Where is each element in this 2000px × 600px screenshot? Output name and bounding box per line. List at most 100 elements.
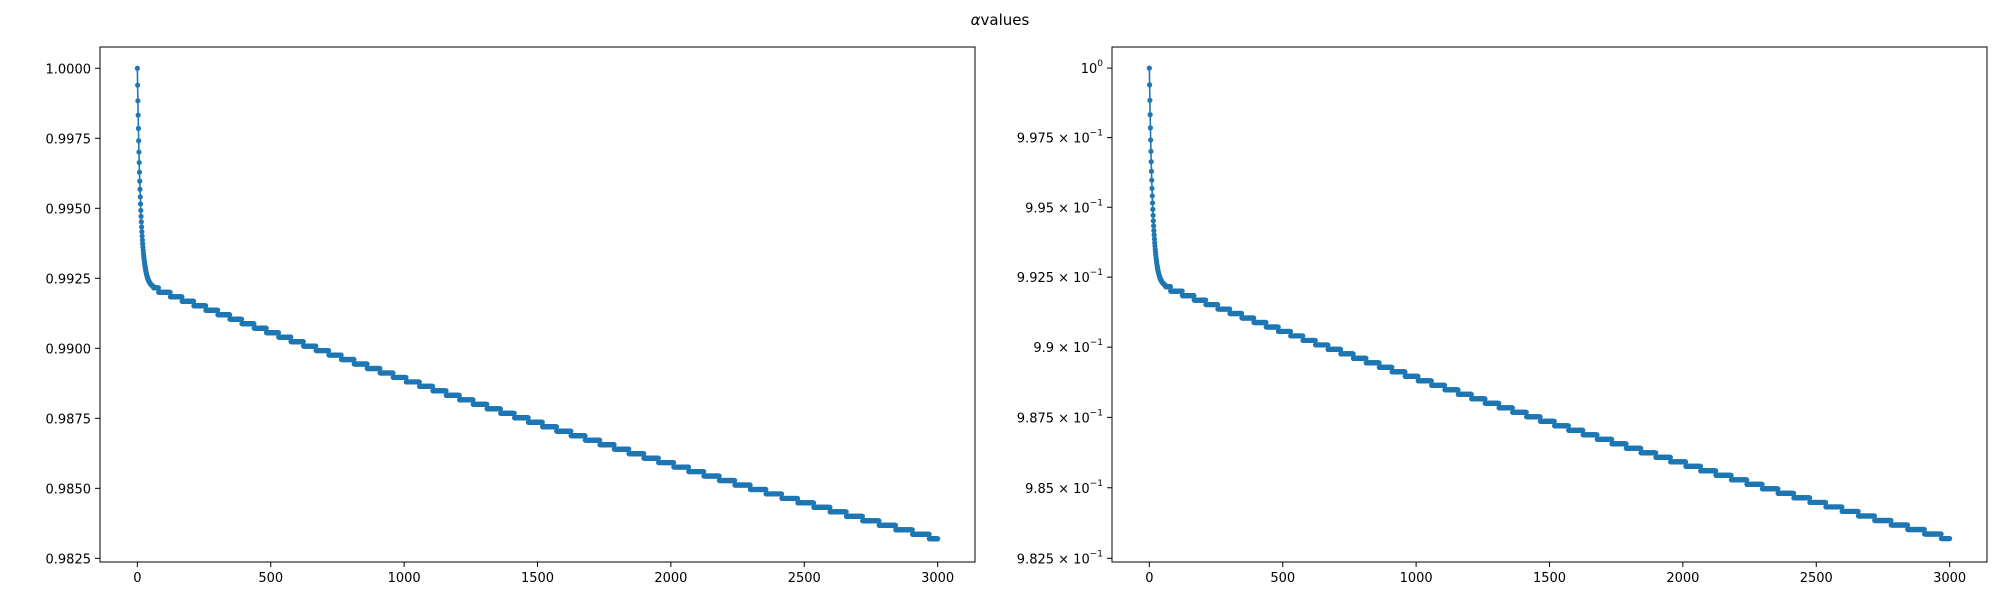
data-point	[263, 325, 269, 331]
x-tick-label: 3000	[921, 571, 954, 586]
x-tick-label: 2500	[788, 571, 821, 586]
data-point	[553, 424, 560, 430]
data-point	[582, 433, 588, 439]
data-point	[288, 334, 294, 340]
data-point	[377, 365, 383, 372]
y-tick-label: 0.9900	[46, 342, 92, 357]
data-point	[1638, 445, 1644, 451]
data-point	[390, 370, 396, 376]
data-point	[1442, 382, 1448, 388]
y-tick-label: 0.9925	[46, 272, 92, 287]
data-point	[179, 294, 185, 300]
data-point	[1147, 125, 1154, 131]
data-point	[1151, 228, 1157, 234]
y-tick-label: 1.0000	[46, 62, 92, 77]
data-point	[778, 491, 785, 497]
data-point	[1325, 342, 1331, 348]
data-point	[701, 468, 707, 475]
data-point	[1482, 396, 1488, 402]
data-point	[935, 536, 941, 542]
data-point	[1551, 418, 1557, 424]
data-point	[443, 388, 449, 394]
data-point	[137, 186, 143, 192]
data-point	[611, 442, 617, 448]
data-point	[1149, 185, 1155, 191]
data-point	[137, 178, 143, 184]
data-point	[139, 237, 146, 243]
data-point	[1609, 436, 1615, 442]
data-point	[203, 303, 209, 309]
data-point	[811, 500, 817, 506]
data-point	[135, 125, 142, 132]
data-point	[511, 410, 517, 416]
data-point	[456, 392, 462, 398]
data-point	[155, 285, 162, 291]
data-point	[1146, 65, 1152, 71]
data-point	[1149, 193, 1155, 199]
data-point	[568, 428, 574, 434]
data-point	[430, 383, 436, 390]
data-point	[1402, 369, 1408, 375]
data-point	[313, 343, 319, 349]
data-point	[191, 298, 197, 304]
data-point	[876, 518, 882, 524]
data-point	[138, 219, 144, 225]
data-point	[138, 213, 144, 219]
data-point	[827, 504, 833, 510]
data-point	[275, 330, 282, 336]
data-point	[136, 138, 142, 144]
data-point	[525, 415, 531, 421]
data-point	[136, 149, 142, 155]
data-point	[670, 459, 677, 466]
data-point	[909, 527, 915, 533]
data-point	[1167, 284, 1174, 290]
y-tick-label: 0.9825	[46, 552, 92, 567]
data-point	[416, 379, 422, 385]
data-point	[227, 312, 233, 318]
data-point	[484, 401, 490, 407]
data-point	[843, 509, 849, 515]
data-point	[135, 112, 141, 118]
data-point	[1312, 337, 1318, 344]
data-point	[251, 321, 257, 327]
x-tick-label: 2000	[654, 571, 687, 586]
data-point	[1594, 432, 1600, 438]
data-point	[470, 397, 476, 403]
data-point	[1376, 360, 1382, 366]
data-point	[1496, 400, 1502, 406]
data-point	[326, 347, 332, 354]
data-point	[1565, 423, 1572, 429]
data-point	[1147, 82, 1153, 88]
data-point	[300, 339, 306, 345]
data-point	[1151, 232, 1157, 238]
data-point	[1275, 324, 1281, 330]
data-point	[139, 233, 145, 239]
data-point	[1667, 454, 1673, 460]
data-point	[926, 531, 932, 537]
y-tick-label: 0.9975	[46, 132, 92, 147]
data-point	[137, 194, 143, 200]
data-point	[626, 446, 632, 452]
data-point	[892, 522, 899, 528]
x-tick-label: 0	[133, 571, 141, 586]
data-point	[795, 495, 801, 502]
data-point	[597, 437, 603, 443]
data-point	[641, 451, 647, 457]
data-point	[1148, 168, 1155, 174]
data-point	[1523, 409, 1529, 415]
data-point	[1350, 351, 1356, 357]
data-point	[403, 374, 409, 381]
series-line	[136, 68, 938, 540]
x-tick-label: 1500	[521, 571, 554, 586]
data-point	[1148, 137, 1154, 143]
data-point	[1149, 200, 1156, 206]
data-point	[859, 513, 866, 519]
x-tick-label: 500	[258, 571, 283, 586]
data-point	[1468, 391, 1474, 397]
data-point	[1415, 373, 1421, 379]
linear-scale-panel: 0 500 1000 1500 2000 2500 30000.98250.98500.98…	[46, 46, 976, 586]
data-point	[1227, 306, 1233, 312]
data-point	[1150, 206, 1156, 212]
data-point	[1509, 405, 1516, 411]
